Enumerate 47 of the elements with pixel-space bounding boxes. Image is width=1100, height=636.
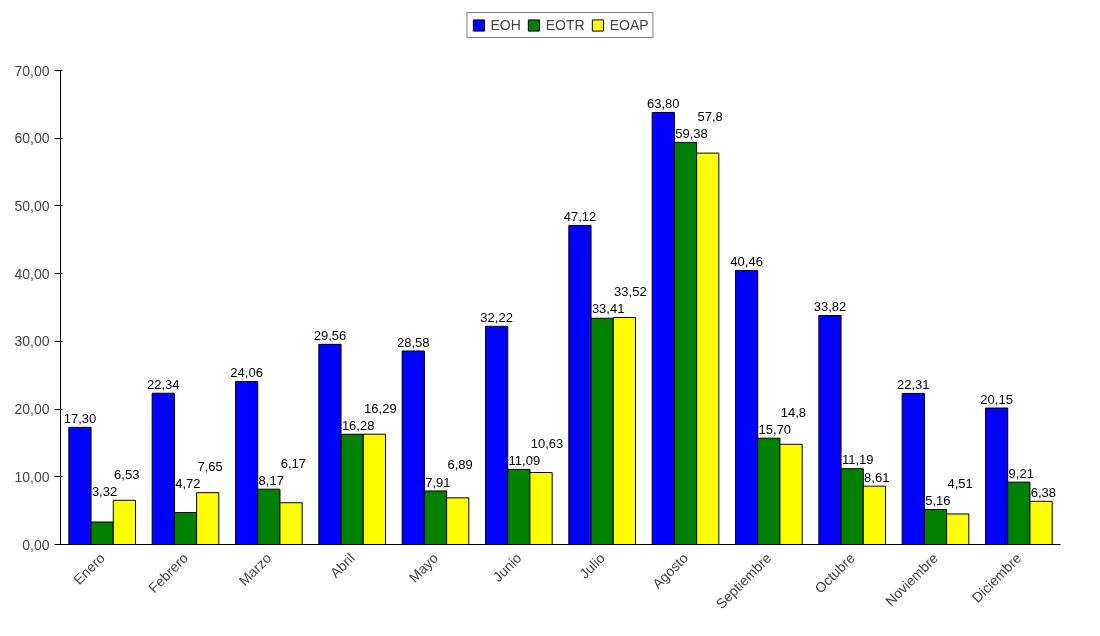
data-label: 28,58: [397, 334, 430, 350]
data-label: 11,19: [841, 452, 874, 468]
data-label: 16,28: [341, 417, 375, 433]
data-label: 22,34: [147, 376, 180, 392]
data-label: 6,17: [280, 455, 307, 471]
data-label: 5,16: [925, 493, 951, 509]
data-label: 33,82: [813, 299, 847, 315]
data-label: 15,70: [758, 421, 792, 437]
y-tick-label: 50,00: [14, 197, 50, 214]
data-label: 63,80: [647, 96, 680, 112]
data-label: 4,72: [175, 476, 201, 492]
data-label: 29,56: [313, 328, 347, 344]
y-tick-label: 10,00: [14, 468, 50, 485]
data-label: 4,51: [947, 476, 973, 492]
data-label: 6,53: [114, 466, 140, 482]
data-label: 6,38: [1030, 484, 1057, 500]
data-label: 22,31: [897, 377, 930, 393]
data-label: 33,52: [614, 283, 647, 299]
legend-label: EOH: [490, 17, 521, 33]
y-tick-label: 30,00: [14, 333, 50, 350]
data-label: 16,29: [364, 400, 397, 416]
y-tick-label: 20,00: [14, 401, 50, 418]
data-label: 47,12: [563, 209, 597, 225]
legend-label: EOAP: [609, 17, 649, 33]
data-label: 20,15: [980, 391, 1013, 407]
y-tick-label: 40,00: [14, 265, 50, 282]
data-label: 8,61: [864, 469, 890, 485]
y-tick-label: 0,00: [22, 536, 50, 553]
data-label: 3,32: [91, 483, 118, 499]
data-label: 57,8: [697, 108, 723, 124]
data-label: 7,91: [425, 474, 451, 490]
data-label: 59,38: [675, 126, 708, 142]
data-label: 17,30: [63, 411, 97, 427]
data-label: 14,8: [780, 404, 807, 420]
data-label: 7,65: [197, 459, 223, 475]
y-tick-label: 60,00: [14, 130, 50, 147]
data-label: 8,17: [258, 472, 284, 488]
data-label: 40,46: [730, 254, 763, 270]
data-label: 33,41: [591, 301, 625, 317]
data-label: 32,22: [480, 310, 513, 326]
data-label: 24,06: [230, 365, 263, 381]
legend-label: EOTR: [545, 17, 585, 33]
y-tick-label: 70,00: [14, 62, 50, 79]
data-label: 6,89: [447, 457, 473, 473]
data-label: 9,21: [1008, 465, 1034, 481]
data-label: 11,09: [508, 453, 541, 469]
data-label: 10,63: [530, 435, 564, 451]
